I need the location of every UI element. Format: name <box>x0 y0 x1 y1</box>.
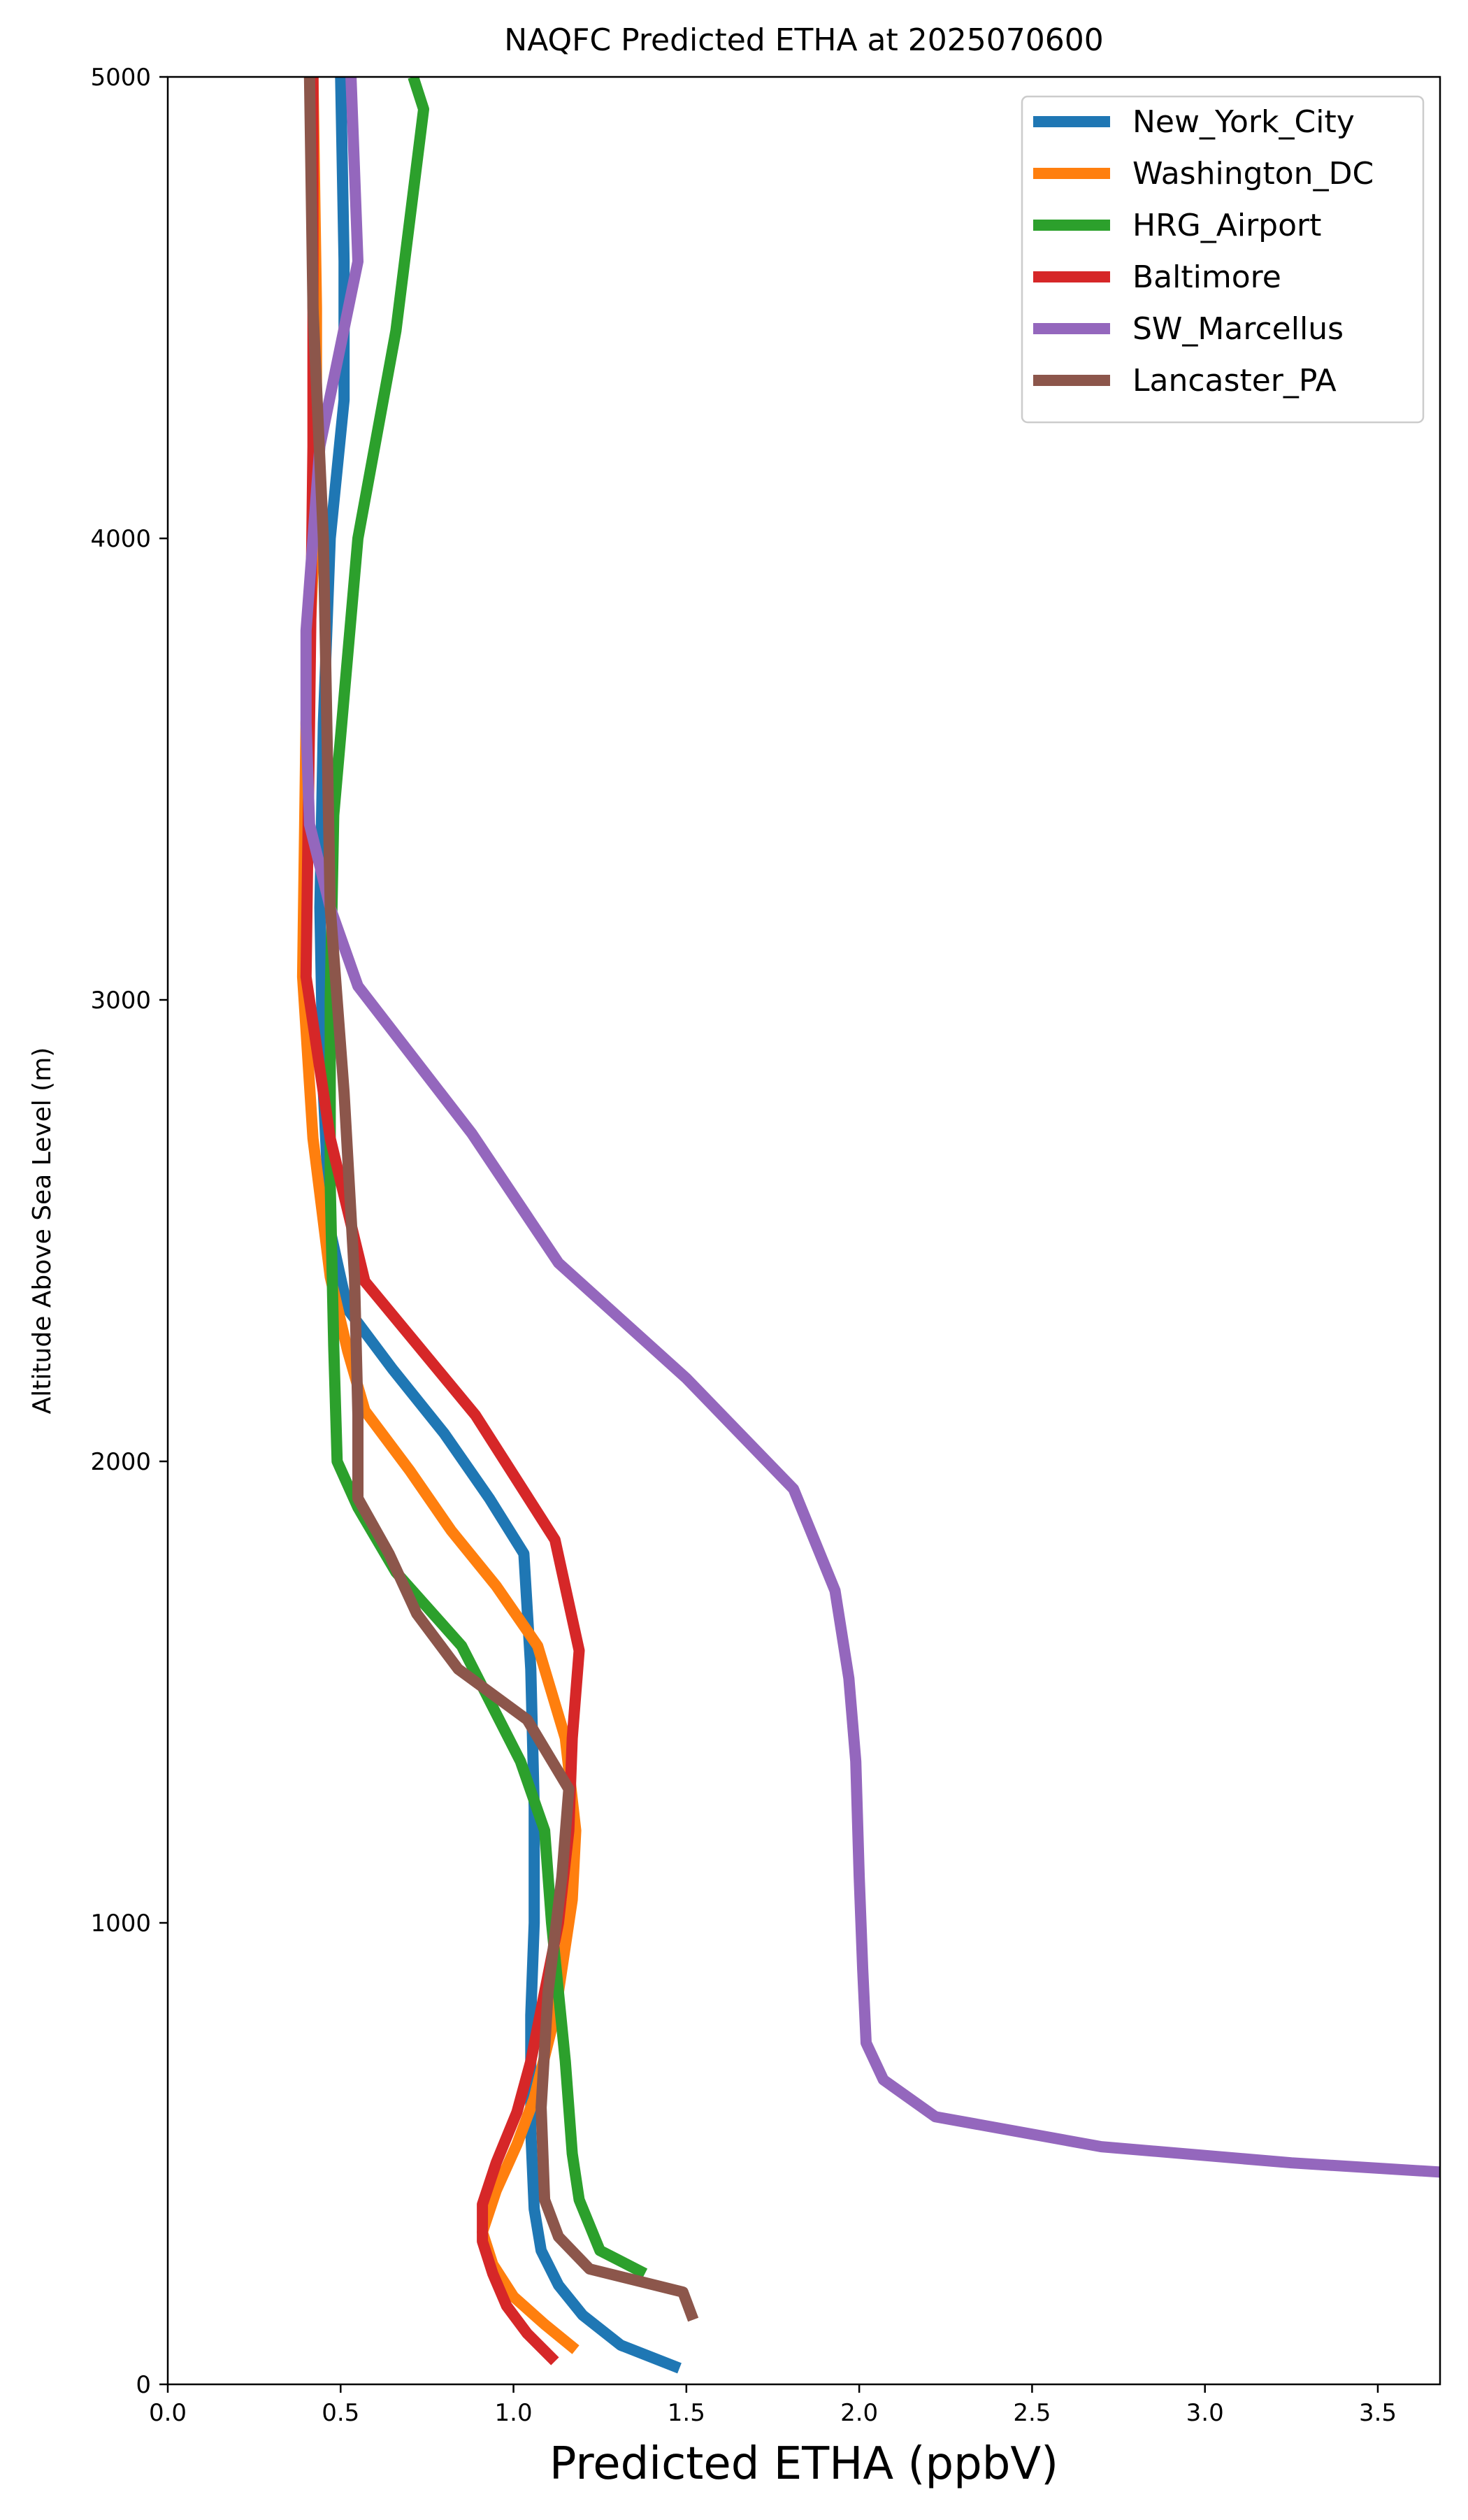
x-tick-label: 2.5 <box>1013 2399 1051 2427</box>
y-tick-label: 3000 <box>90 987 151 1015</box>
y-tick-label: 4000 <box>90 525 151 553</box>
chart-title: NAQFC Predicted ETHA at 2025070600 <box>504 22 1103 58</box>
series-line-lancaster-pa <box>303 77 699 2322</box>
legend-label: Washington_DC <box>1132 156 1374 192</box>
x-axis: 0.0 0.5 1.0 1.5 2.0 2.5 3.0 3.5 <box>149 2384 1397 2427</box>
y-tick-label: 0 <box>136 2371 151 2399</box>
y-axis: 0 1000 2000 3000 4000 5000 <box>90 64 168 2399</box>
x-tick-label: 0.5 <box>322 2399 359 2427</box>
series-layer <box>296 77 1440 2374</box>
x-tick-label: 0.0 <box>149 2399 187 2427</box>
legend: New_York_City Washington_DC HRG_Airport Bal… <box>1021 95 1425 424</box>
plot-frame <box>166 76 1441 2386</box>
legend-label: New_York_City <box>1132 104 1355 140</box>
y-tick-label: 5000 <box>90 64 151 92</box>
legend-label: Lancaster_PA <box>1132 363 1337 399</box>
y-tick-label: 2000 <box>90 1448 151 1476</box>
legend-label: SW_Marcellus <box>1132 311 1344 347</box>
x-tick-label: 3.0 <box>1186 2399 1224 2427</box>
y-axis-label: Altitude Above Sea Level (m) <box>28 1047 57 1415</box>
legend-frame <box>1021 95 1425 424</box>
x-tick-label: 1.0 <box>495 2399 533 2427</box>
x-tick-label: 2.0 <box>840 2399 878 2427</box>
legend-label: Baltimore <box>1132 259 1281 295</box>
y-tick-label: 1000 <box>90 1910 151 1938</box>
x-tick-label: 1.5 <box>668 2399 705 2427</box>
x-tick-label: 3.5 <box>1359 2399 1397 2427</box>
series-line-sw-marcellus <box>300 77 1440 2178</box>
series-line-hrg-airport <box>324 77 648 2279</box>
legend-label: HRG_Airport <box>1132 208 1321 243</box>
x-axis-label: Predicted ETHA (ppbV) <box>549 2438 1058 2490</box>
